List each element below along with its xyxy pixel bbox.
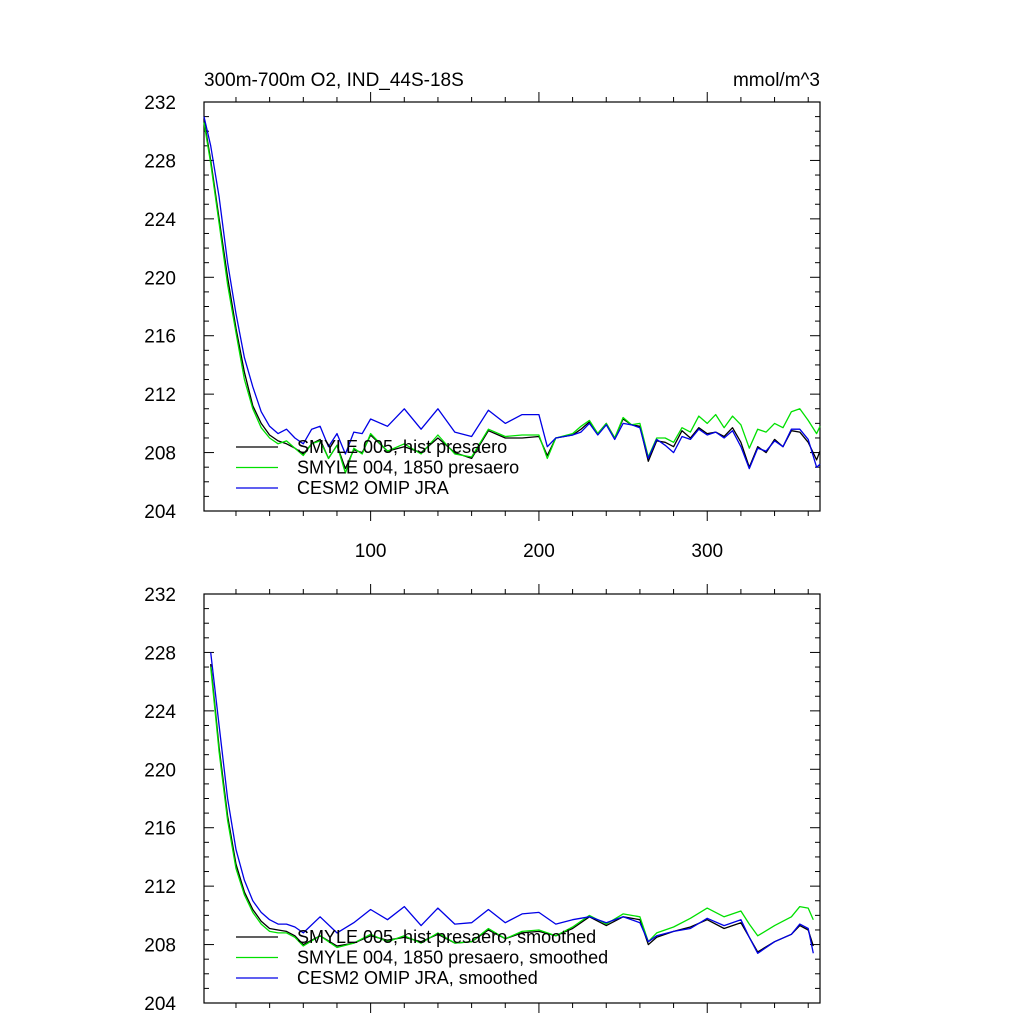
y-tick-label: 212: [144, 877, 176, 898]
chart-panel-bottom: 204 208 212 216 220 224 228 232 SMYLE 005, hist …: [144, 584, 821, 1015]
series-line-3: [210, 652, 814, 954]
legend-label-2: SMYLE 004, 1850 presaero, smoothed: [297, 948, 608, 968]
series-line-2: [210, 666, 814, 949]
x-tick-label: 100: [355, 541, 387, 562]
legend-label-1: SMYLE 005, hist presaero: [297, 437, 507, 457]
series-line-3: [203, 116, 821, 470]
x-tick-label: 300: [691, 541, 723, 562]
y-tick-label: 216: [144, 327, 176, 348]
chart-panel-top: 300m-700m O2, IND_44S-18S mmol/m^3 204 20…: [144, 70, 821, 562]
y-tick-label: 224: [144, 702, 176, 723]
y-tick-label: 228: [144, 151, 176, 172]
y-tick-label: 208: [144, 444, 176, 465]
legend-label-3: CESM2 OMIP JRA: [297, 478, 449, 498]
y-tick-label: 232: [144, 585, 176, 606]
series-line-1: [210, 664, 814, 953]
legend-label-3: CESM2 OMIP JRA, smoothed: [297, 968, 538, 988]
legend-label-2: SMYLE 004, 1850 presaero: [297, 458, 519, 478]
chart-units-label: mmol/m^3: [733, 70, 820, 91]
y-tick-label: 224: [144, 210, 176, 231]
y-tick-label: 216: [144, 819, 176, 840]
series-line-2: [203, 122, 821, 474]
series-line-1: [203, 119, 821, 470]
y-tick-label: 228: [144, 643, 176, 664]
y-tick-label: 204: [144, 502, 176, 523]
x-tick-label: 200: [523, 541, 555, 562]
chart-title: 300m-700m O2, IND_44S-18S: [204, 70, 464, 91]
y-tick-label: 212: [144, 385, 176, 406]
y-tick-label: 232: [144, 93, 176, 114]
y-tick-label: 220: [144, 760, 176, 781]
y-tick-label: 220: [144, 268, 176, 289]
legend-label-1: SMYLE 005, hist presaero, smoothed: [297, 927, 596, 947]
y-tick-label: 208: [144, 936, 176, 957]
y-tick-label: 204: [144, 994, 176, 1015]
